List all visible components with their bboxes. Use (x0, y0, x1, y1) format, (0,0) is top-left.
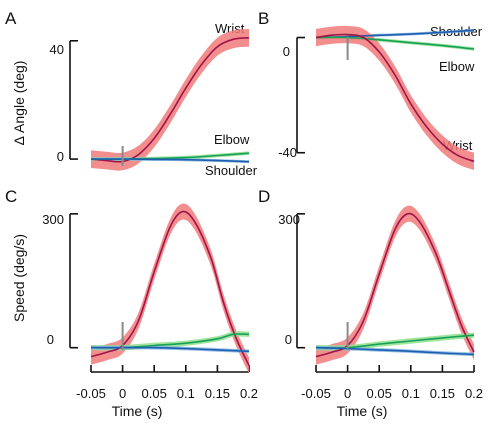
x-axis-title-d: Time (s) (337, 403, 388, 419)
line-a-shoulder (90, 158, 250, 163)
y-axis-title-bottom: Speed (deg/s) (11, 234, 27, 322)
line-b-wrist (315, 33, 475, 163)
band-d-wrist (316, 205, 474, 365)
panel-letter-a: A (5, 9, 17, 28)
panel-letter-c: C (5, 187, 17, 206)
x-tick-label-c-2: 0.05 (142, 386, 167, 401)
band-a-wrist (91, 29, 249, 171)
line-a-wrist (90, 37, 250, 163)
band-c-elbow (91, 331, 249, 351)
y-tick-label-d-top: 300 (278, 212, 300, 227)
label-a-shoulder: Shoulder (205, 163, 258, 178)
y-tick-label-b-bottom: -40 (278, 145, 297, 160)
x-tick-label-c-5: 0.2 (240, 386, 258, 401)
x-tick-label-d-0: -0.05 (301, 386, 331, 401)
label-a-elbow: Elbow (214, 132, 250, 147)
x-tick-label-c-1: 0 (119, 386, 126, 401)
y-tick-label-d-bottom: 0 (285, 332, 292, 347)
y-tick-label-a-top: 40 (50, 42, 64, 57)
line-b-elbow (315, 36, 475, 50)
panel-letter-d: D (258, 187, 270, 206)
y-axis-title-top: Δ Angle (deg) (11, 61, 27, 146)
line-c-shoulder (90, 346, 250, 353)
y-tick-label-c-bottom: 0 (47, 332, 54, 347)
y-tick-label-b-top: 0 (283, 44, 290, 59)
panel-letter-b: B (258, 9, 269, 28)
x-tick-label-d-5: 0.2 (465, 386, 483, 401)
label-b-elbow: Elbow (439, 59, 475, 74)
x-tick-label-d-3: 0.1 (402, 386, 420, 401)
line-c-wrist (90, 210, 250, 366)
band-c-wrist (91, 203, 249, 374)
x-tick-label-c-0: -0.05 (76, 386, 106, 401)
band-b-wrist (316, 25, 474, 170)
line-d-shoulder (315, 346, 475, 356)
band-d-elbow (316, 332, 474, 351)
y-tick-label-c-top: 300 (42, 212, 64, 227)
x-tick-label-d-4: 0.15 (430, 386, 455, 401)
plots-group: -0.05 0 0.05 0.1 0.15 0.2 -0.05 0 0.05 0.1 0.15 0.2 (69, 25, 483, 401)
x-tick-label-c-4: 0.15 (205, 386, 230, 401)
x-tick-label-c-3: 0.1 (177, 386, 195, 401)
x-tick-label-d-1: 0 (344, 386, 351, 401)
x-tick-label-d-2: 0.05 (367, 386, 392, 401)
line-d-wrist (315, 212, 475, 358)
x-axis-title-c: Time (s) (112, 403, 163, 419)
y-tick-label-a-bottom: 0 (57, 149, 64, 164)
